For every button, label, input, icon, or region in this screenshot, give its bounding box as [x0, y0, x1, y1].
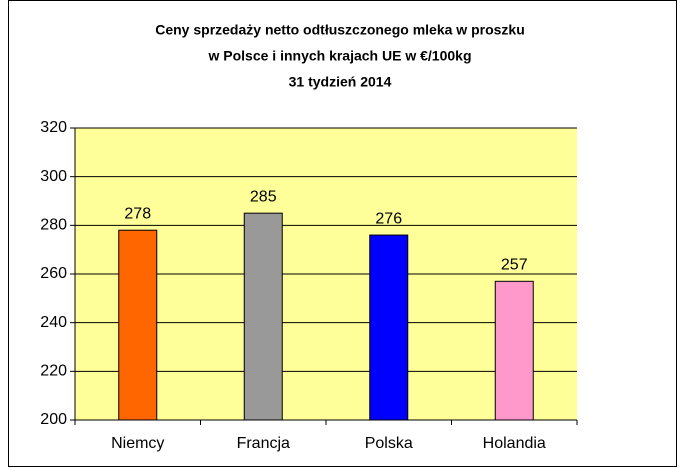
bar: [243, 212, 283, 421]
x-tick-label: Holandia: [483, 435, 546, 452]
y-tick-label: 260: [40, 265, 67, 282]
chart-title: 31 tydzień 2014: [289, 74, 392, 90]
chart-title: w Polsce i innych krajach UE w €/100kg: [207, 48, 471, 64]
bar: [494, 280, 534, 421]
y-tick-label: 240: [40, 314, 67, 331]
value-label: 257: [501, 257, 528, 274]
y-tick-label: 320: [40, 119, 67, 136]
bar: [369, 234, 409, 421]
x-tick-label: Niemcy: [111, 435, 164, 452]
value-label: 285: [250, 188, 277, 205]
chart-title: Ceny sprzedaży netto odtłuszczonego mlek…: [155, 22, 525, 38]
x-tick-label: Francja: [237, 435, 290, 452]
y-tick-label: 300: [40, 168, 67, 185]
y-tick-label: 280: [40, 217, 67, 234]
x-tick-label: Polska: [365, 435, 413, 452]
bar: [118, 229, 158, 421]
y-tick-label: 220: [40, 363, 67, 380]
y-tick-label: 200: [40, 411, 67, 428]
value-label: 278: [124, 205, 151, 222]
value-label: 276: [375, 210, 402, 227]
